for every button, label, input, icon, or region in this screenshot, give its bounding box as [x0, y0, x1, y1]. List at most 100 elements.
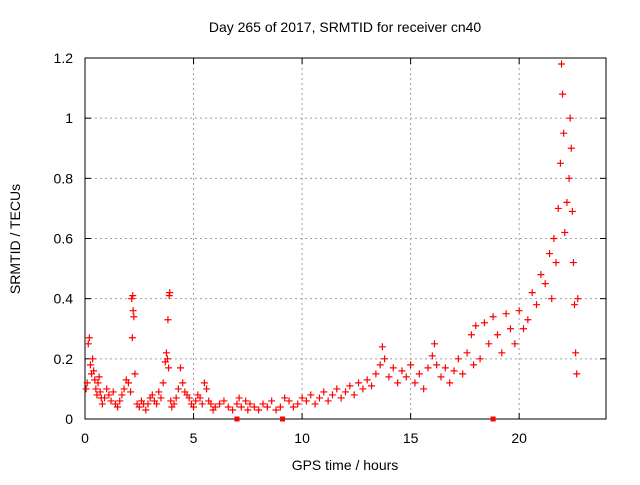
data-point — [172, 394, 180, 402]
x-axis-label: GPS time / hours — [292, 457, 399, 473]
data-point — [302, 397, 310, 405]
x-axis-ticks: 0 5 10 15 20 — [81, 58, 527, 446]
data-point — [203, 385, 211, 393]
data-point — [568, 207, 576, 215]
data-point — [346, 382, 354, 390]
data-point — [93, 391, 101, 399]
data-point — [489, 313, 497, 321]
data-point — [450, 367, 458, 375]
data-point — [255, 406, 263, 414]
data-point — [328, 391, 336, 399]
data-point — [120, 385, 128, 393]
data-point — [281, 394, 289, 402]
data-point — [574, 295, 582, 303]
data-point — [548, 295, 556, 303]
data-point — [502, 310, 510, 318]
data-point — [493, 331, 501, 339]
data-point — [192, 397, 200, 405]
data-point — [402, 373, 410, 381]
data-point — [389, 364, 397, 372]
data-point — [285, 397, 293, 405]
data-point — [82, 385, 90, 393]
data-point — [415, 370, 423, 378]
y-tick-label: 0 — [65, 411, 73, 427]
data-point — [541, 280, 549, 288]
data-point — [446, 379, 454, 387]
data-point — [485, 340, 493, 348]
data-point — [259, 400, 267, 408]
data-point — [135, 403, 143, 411]
data-point — [128, 334, 136, 342]
data-point — [263, 403, 271, 411]
data-point — [463, 349, 471, 357]
data-point — [96, 388, 104, 396]
data-point — [573, 370, 581, 378]
data-point — [315, 394, 323, 402]
data-point — [198, 400, 206, 408]
data-point — [103, 385, 111, 393]
data-point — [552, 259, 560, 267]
data-point — [333, 385, 341, 393]
data-point — [537, 271, 545, 279]
data-point — [98, 400, 106, 408]
grid-lines — [85, 58, 606, 419]
data-point — [229, 406, 237, 414]
data-point — [148, 391, 156, 399]
data-point — [167, 397, 175, 405]
data-point — [244, 406, 252, 414]
data-point — [561, 228, 569, 236]
data-point — [350, 391, 358, 399]
data-point — [129, 307, 137, 315]
data-point — [153, 400, 161, 408]
data-point — [294, 400, 302, 408]
data-point — [428, 352, 436, 360]
data-point — [372, 370, 380, 378]
data-point — [515, 307, 523, 315]
data-point — [237, 403, 245, 411]
y-tick-label: 1.2 — [54, 50, 74, 66]
border-markers — [234, 416, 496, 422]
data-point — [246, 400, 254, 408]
data-point — [289, 403, 297, 411]
data-point — [560, 129, 568, 137]
y-tick-label: 0.2 — [54, 351, 74, 367]
x-tick-label: 15 — [403, 430, 419, 446]
data-point — [224, 403, 232, 411]
data-point — [276, 403, 284, 411]
data-point — [506, 325, 514, 333]
data-point — [572, 349, 580, 357]
data-point — [250, 403, 258, 411]
data-point — [170, 400, 178, 408]
data-point — [166, 289, 174, 297]
data-point — [220, 397, 228, 405]
data-point — [101, 394, 109, 402]
data-point — [368, 382, 376, 390]
data-point — [163, 355, 171, 363]
data-point — [470, 361, 478, 369]
data-point — [233, 400, 241, 408]
data-point — [90, 367, 98, 375]
data-points — [82, 60, 582, 414]
y-tick-label: 0.8 — [54, 170, 74, 186]
data-point — [128, 295, 136, 303]
data-point — [559, 90, 567, 98]
data-point — [190, 403, 198, 411]
data-point — [511, 340, 519, 348]
data-point — [165, 364, 173, 372]
data-point — [398, 367, 406, 375]
data-point — [116, 397, 124, 405]
y-tick-label: 0.6 — [54, 231, 74, 247]
data-point — [307, 391, 315, 399]
data-point — [381, 355, 389, 363]
y-axis-ticks: 0 0.2 0.4 0.6 0.8 1 1.2 — [54, 50, 606, 427]
axis-marker — [280, 416, 286, 422]
data-point — [83, 379, 91, 387]
data-point — [185, 394, 193, 402]
data-point — [124, 379, 132, 387]
x-tick-label: 10 — [294, 430, 310, 446]
data-point — [437, 373, 445, 381]
data-point — [114, 403, 122, 411]
data-point — [385, 373, 393, 381]
data-point — [174, 385, 182, 393]
data-point — [359, 385, 367, 393]
